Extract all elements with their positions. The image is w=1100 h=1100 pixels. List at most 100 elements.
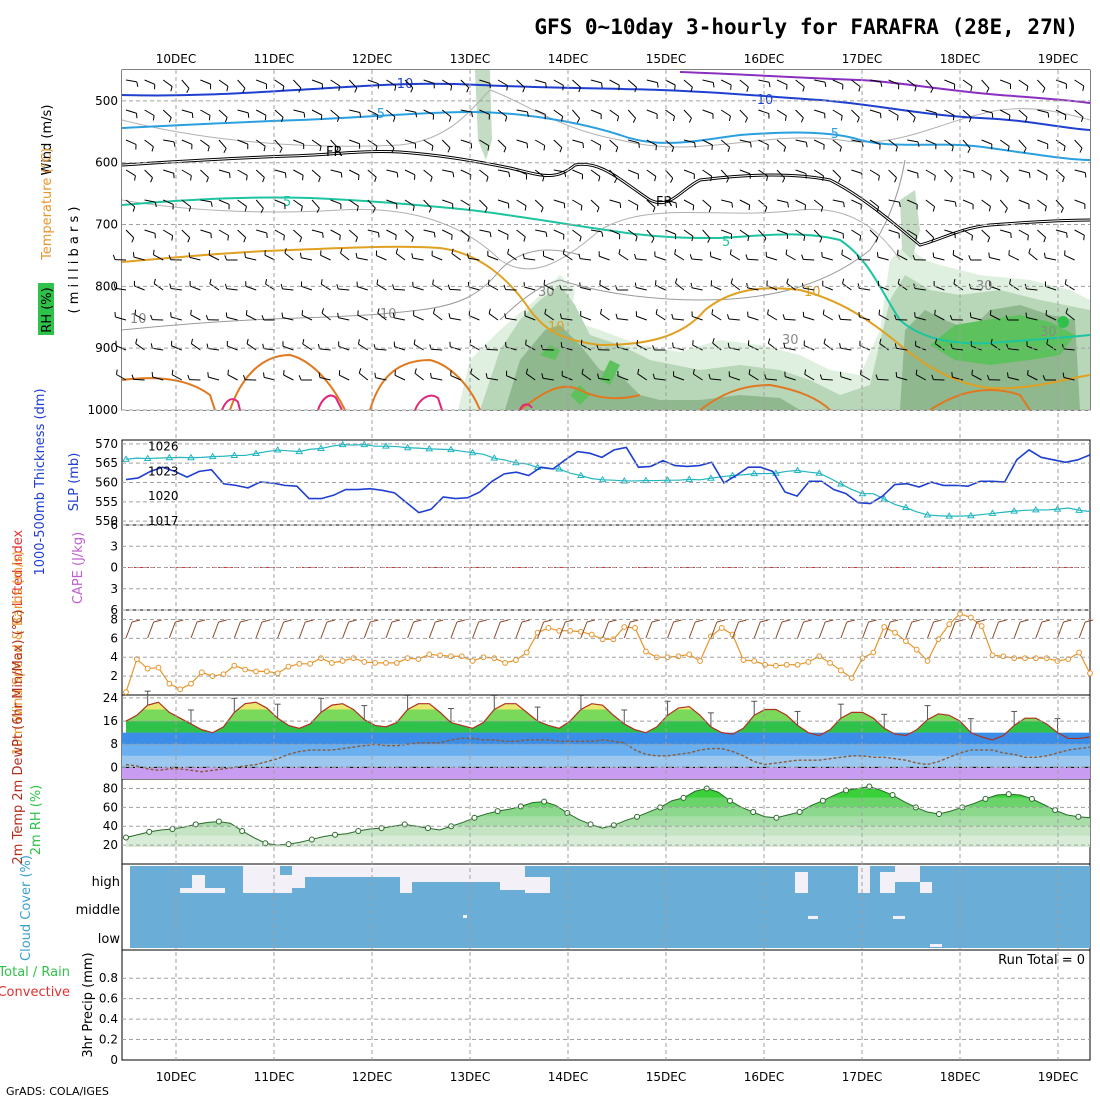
- wind-barb: [692, 344, 703, 351]
- surface-wind-barb: [320, 621, 328, 639]
- wind-barb: [906, 229, 917, 237]
- thickness-point: [165, 453, 174, 461]
- wind-barb-flag: [971, 235, 974, 241]
- wind-barb-flag: [635, 236, 638, 242]
- wind-barb: [1055, 169, 1065, 178]
- thickness-point: [858, 489, 867, 497]
- wind-barb-flag: [540, 344, 544, 350]
- surface-wind-barb-flag: [370, 619, 379, 623]
- wind-barb: [348, 199, 359, 207]
- wind-speed-point: [989, 652, 996, 659]
- wind-barb-flag: [562, 248, 565, 254]
- wind-barb: [497, 79, 508, 86]
- wind-barb: [580, 286, 592, 291]
- surface-wind-barb-flag: [413, 619, 422, 623]
- cloud-level-middle: middle: [76, 903, 120, 918]
- wind-barb: [1037, 79, 1046, 89]
- wind-speed-point: [231, 662, 238, 669]
- wind-barb: [563, 253, 573, 261]
- date-label-top-10DEC: 10DEC: [156, 52, 196, 66]
- rh-point: [355, 827, 362, 834]
- wind-speed-point: [383, 659, 389, 666]
- wind-barb-flag: [1028, 248, 1031, 254]
- wind-barb: [580, 315, 592, 321]
- wind-barb: [442, 169, 454, 173]
- wind-barb: [338, 288, 350, 291]
- wind-barb-flag: [787, 202, 789, 208]
- wind-barb: [944, 199, 956, 203]
- wind-barb-flag: [224, 283, 228, 289]
- rh-point: [215, 818, 222, 825]
- wind-barb-flag: [768, 82, 771, 88]
- wind-barb-flag: [448, 116, 452, 122]
- wind-barb-flag: [1064, 279, 1067, 285]
- wind-barb-flag: [340, 172, 343, 178]
- surface-wind-barb: [948, 621, 956, 639]
- wind-barb: [646, 139, 657, 146]
- wind-barb: [274, 139, 283, 149]
- surface-wind-barb: [840, 621, 848, 639]
- wind-barb: [553, 229, 565, 235]
- wind-barb-flag: [858, 86, 861, 92]
- rh-point: [750, 809, 757, 816]
- ytick-precip-0.6: 0.6: [99, 992, 118, 1006]
- wind-barb-flag: [132, 206, 136, 212]
- wind-speed-point: [307, 660, 314, 667]
- wind-barb: [711, 313, 722, 321]
- wind-barb: [282, 288, 294, 291]
- wind-barb-flag: [931, 237, 935, 243]
- rh-shade-70: [930, 315, 1075, 365]
- surface-wind-barb: [558, 621, 566, 639]
- wind-speed-point: [155, 664, 162, 671]
- wind-barb: [646, 229, 655, 239]
- surface-wind-barb-flag: [586, 619, 596, 623]
- wind-barb-flag: [596, 344, 600, 350]
- wind-barb-flag: [187, 374, 190, 380]
- wind-barb-flag: [615, 313, 618, 319]
- wind-barb: [393, 288, 406, 291]
- wind-barb: [1026, 288, 1038, 291]
- wind-barb-flag: [431, 145, 434, 151]
- wind-barb-flag: [1084, 172, 1087, 178]
- wind-barb-flag: [432, 308, 436, 314]
- wind-barb-flag: [283, 235, 285, 241]
- label-rh-a: 10: [130, 312, 147, 327]
- wind-barb-flag: [150, 343, 153, 349]
- wind-barb-flag: [618, 249, 621, 255]
- ytick-temp-8: 8: [110, 737, 118, 751]
- grid-lines: [122, 70, 1090, 1060]
- wind-barb: [162, 199, 174, 205]
- wind-barb-flag: [298, 375, 302, 381]
- surface-wind-barb: [342, 621, 350, 639]
- wind-barb: [821, 378, 833, 381]
- wind-speed-point: [437, 652, 444, 659]
- wind-barb-flag: [209, 278, 212, 284]
- wind-barb-flag: [262, 177, 265, 183]
- wind-barb: [200, 109, 211, 116]
- surface-wind-barb-flag: [760, 619, 769, 623]
- wind-speed-point: [837, 667, 844, 674]
- wind-barb-flag: [914, 86, 917, 92]
- wind-barb-flag: [990, 338, 993, 344]
- date-label-bottom-12DEC: 12DEC: [352, 1070, 392, 1084]
- wind-barb: [543, 255, 554, 261]
- wind-barb: [208, 254, 220, 261]
- wind-barb-flag: [652, 207, 656, 213]
- wind-speed-point: [123, 689, 129, 696]
- rh-band-6: [126, 786, 1090, 789]
- surface-wind-barb: [905, 621, 913, 639]
- wind-barb-flag: [692, 205, 695, 211]
- wind-barb: [683, 139, 695, 144]
- wind-barb: [534, 139, 545, 146]
- wind-barb-flag: [989, 309, 992, 316]
- wind-barb-flag: [764, 206, 768, 212]
- thickness-point: [273, 446, 282, 453]
- wind-barb-flag: [802, 86, 805, 92]
- surface-wind-barb: [883, 621, 891, 639]
- wind-barb-flag: [856, 117, 860, 123]
- wind-barb: [590, 109, 602, 115]
- wind-barb: [227, 345, 238, 351]
- wind-barb: [981, 79, 990, 89]
- wind-barb: [208, 376, 220, 381]
- wind-barb: [404, 139, 416, 145]
